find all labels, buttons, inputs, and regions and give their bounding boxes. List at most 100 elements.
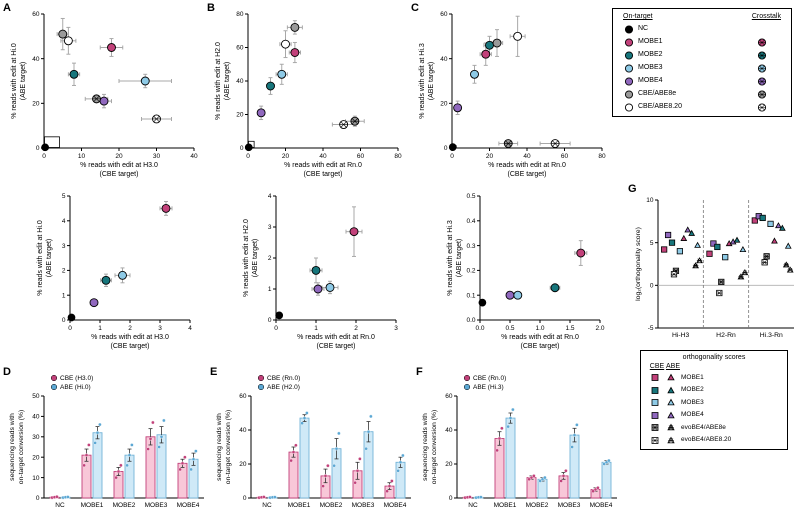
- svg-text:(CBE target): (CBE target): [508, 171, 547, 178]
- tri-marker-icon: [667, 386, 675, 394]
- svg-text:sequencing reads with: sequencing reads with: [422, 413, 429, 481]
- tri-marker-icon: [667, 373, 675, 381]
- svg-text:40: 40: [523, 153, 531, 160]
- panel-label-a: A: [3, 2, 11, 14]
- legend-row: MOBE1: [641, 371, 787, 384]
- circle-marker-icon: [757, 102, 767, 112]
- legend-row: MOBE2: [641, 384, 787, 397]
- svg-text:60: 60: [445, 393, 453, 400]
- svg-text:20: 20: [445, 461, 453, 468]
- legend-label: evoBE4/ABE8e: [681, 423, 726, 431]
- legend-label: MOBE4: [681, 411, 704, 419]
- panel-c-scatter: 0 20 40 60 80 0 20 40 60 % reads with edit at Rn.…: [419, 11, 606, 178]
- svg-text:4: 4: [268, 193, 272, 200]
- svg-text:% reads with edit at Hi.3: % reads with edit at Hi.3: [447, 220, 454, 296]
- svg-text:(ABE target): (ABE target): [20, 62, 27, 101]
- svg-text:ABE (Hi.0): ABE (Hi.0): [60, 384, 91, 391]
- svg-text:0: 0: [240, 145, 244, 152]
- circle-marker-icon: [624, 89, 634, 99]
- svg-text:3: 3: [268, 224, 272, 231]
- svg-text:sequencing reads with: sequencing reads with: [9, 413, 16, 481]
- svg-text:% reads with edit at H3.0: % reads with edit at H3.0: [80, 162, 158, 169]
- panel-g-orthogonality-plot: -5 0 5 10 log₂(orthogonality score) Hi-H3 H2-R…: [635, 197, 794, 339]
- svg-text:on-target conversion (%): on-target conversion (%): [18, 410, 25, 484]
- legend-label: MOBE1: [681, 373, 704, 381]
- svg-text:0: 0: [274, 325, 278, 332]
- svg-text:0.3: 0.3: [466, 243, 475, 250]
- legend-row: MOBE3: [613, 61, 791, 74]
- svg-text:MOBE2: MOBE2: [113, 502, 136, 509]
- legend-label: MOBE4: [638, 77, 663, 84]
- svg-text:20: 20: [32, 454, 40, 461]
- svg-text:1: 1: [62, 292, 66, 299]
- svg-text:4: 4: [62, 218, 66, 225]
- sq-marker-icon: [651, 374, 659, 382]
- legend-ortho-header: CBE ABE: [641, 362, 787, 371]
- svg-text:% reads with edit at Hi.3: % reads with edit at Hi.3: [419, 43, 426, 119]
- svg-text:% reads with edit at Hi.0: % reads with edit at Hi.0: [37, 220, 44, 296]
- svg-text:2: 2: [128, 325, 132, 332]
- svg-text:40: 40: [32, 56, 40, 63]
- svg-text:20: 20: [236, 112, 244, 119]
- svg-text:1.0: 1.0: [535, 325, 544, 332]
- legend-ortho-col-abe: ABE: [665, 363, 680, 370]
- legend-ortho-title: orthogonality scores: [682, 354, 746, 361]
- svg-text:% reads with edit at Rn.0: % reads with edit at Rn.0: [284, 162, 362, 169]
- legend-label: MOBE3: [681, 398, 704, 406]
- panel-b-scatter: 0 20 40 60 80 0 20 40 60 80 % reads with edit at R…: [215, 11, 402, 178]
- svg-text:(ABE target): (ABE target): [456, 239, 463, 278]
- circle-marker-icon: [624, 50, 634, 60]
- sq-marker-icon: [651, 386, 659, 394]
- circle-marker-icon: [757, 50, 767, 60]
- legend-ortho-col-blank: [681, 363, 787, 370]
- svg-text:-5: -5: [648, 325, 654, 332]
- svg-text:30: 30: [153, 153, 161, 160]
- svg-text:40: 40: [445, 427, 453, 434]
- svg-text:CBE (H3.0): CBE (H3.0): [60, 375, 93, 382]
- svg-text:sequencing reads with: sequencing reads with: [216, 413, 223, 481]
- svg-text:80: 80: [598, 153, 606, 160]
- svg-text:(CBE target): (CBE target): [304, 171, 343, 178]
- panel-label-f: F: [416, 366, 423, 378]
- legend-crosstalk-cell: [741, 88, 783, 100]
- svg-text:40: 40: [32, 414, 40, 421]
- svg-text:40: 40: [239, 427, 247, 434]
- svg-text:0: 0: [449, 495, 453, 502]
- svg-text:(CBE target): (CBE target): [317, 343, 356, 350]
- svg-text:0: 0: [246, 153, 250, 160]
- svg-text:MOBE1: MOBE1: [81, 502, 104, 509]
- svg-text:0.5: 0.5: [505, 325, 514, 332]
- svg-text:0: 0: [450, 153, 454, 160]
- panel-d-bars: 0 10 20 30 40 50 sequencing reads with on-targe…: [9, 374, 204, 509]
- sq-marker-icon: [651, 436, 659, 444]
- svg-text:3: 3: [158, 325, 162, 332]
- legend-crosstalk-cell: [741, 101, 783, 113]
- svg-text:0: 0: [650, 283, 654, 290]
- panel-c-zoom-scatter: 0.0 0.5 1.0 1.5 2.0 0.0 0.1 0.2 0.3 0.4 0.5 % reads…: [447, 193, 605, 350]
- svg-text:60: 60: [236, 45, 244, 52]
- svg-text:CBE (Rn.0): CBE (Rn.0): [473, 375, 506, 382]
- legend-crosstalk-cell: [741, 49, 783, 61]
- svg-text:1: 1: [268, 286, 272, 293]
- panel-e-bars: 0 20 40 60 sequencing reads with on-target co…: [216, 374, 411, 509]
- svg-text:NC: NC: [55, 502, 65, 509]
- panel-label-g: G: [628, 183, 637, 195]
- svg-text:(CBE target): (CBE target): [111, 343, 150, 350]
- svg-text:0: 0: [62, 317, 66, 324]
- circle-marker-icon: [757, 76, 767, 86]
- legend-label: evoBE4/ABE8.20: [681, 436, 732, 444]
- svg-text:20: 20: [486, 153, 494, 160]
- svg-text:% reads with edit at Rn.0: % reads with edit at Rn.0: [501, 334, 579, 341]
- legend-crosstalk-cell: [741, 62, 783, 74]
- svg-text:% reads with edit at Hi.0: % reads with edit at Hi.0: [11, 43, 18, 119]
- tri-marker-icon: [667, 436, 675, 444]
- svg-text:(ABE target): (ABE target): [428, 62, 435, 101]
- panel-a-scatter: 0 10 20 30 40 0 20 40 60 % reads with edit at H3.…: [11, 11, 198, 178]
- svg-text:50: 50: [32, 393, 40, 400]
- legend-crosstalk-cell: [741, 75, 783, 87]
- legend-row: CBE/ABE8.20: [613, 100, 791, 113]
- svg-text:40: 40: [440, 56, 448, 63]
- tri-marker-icon: [667, 411, 675, 419]
- svg-text:2: 2: [354, 325, 358, 332]
